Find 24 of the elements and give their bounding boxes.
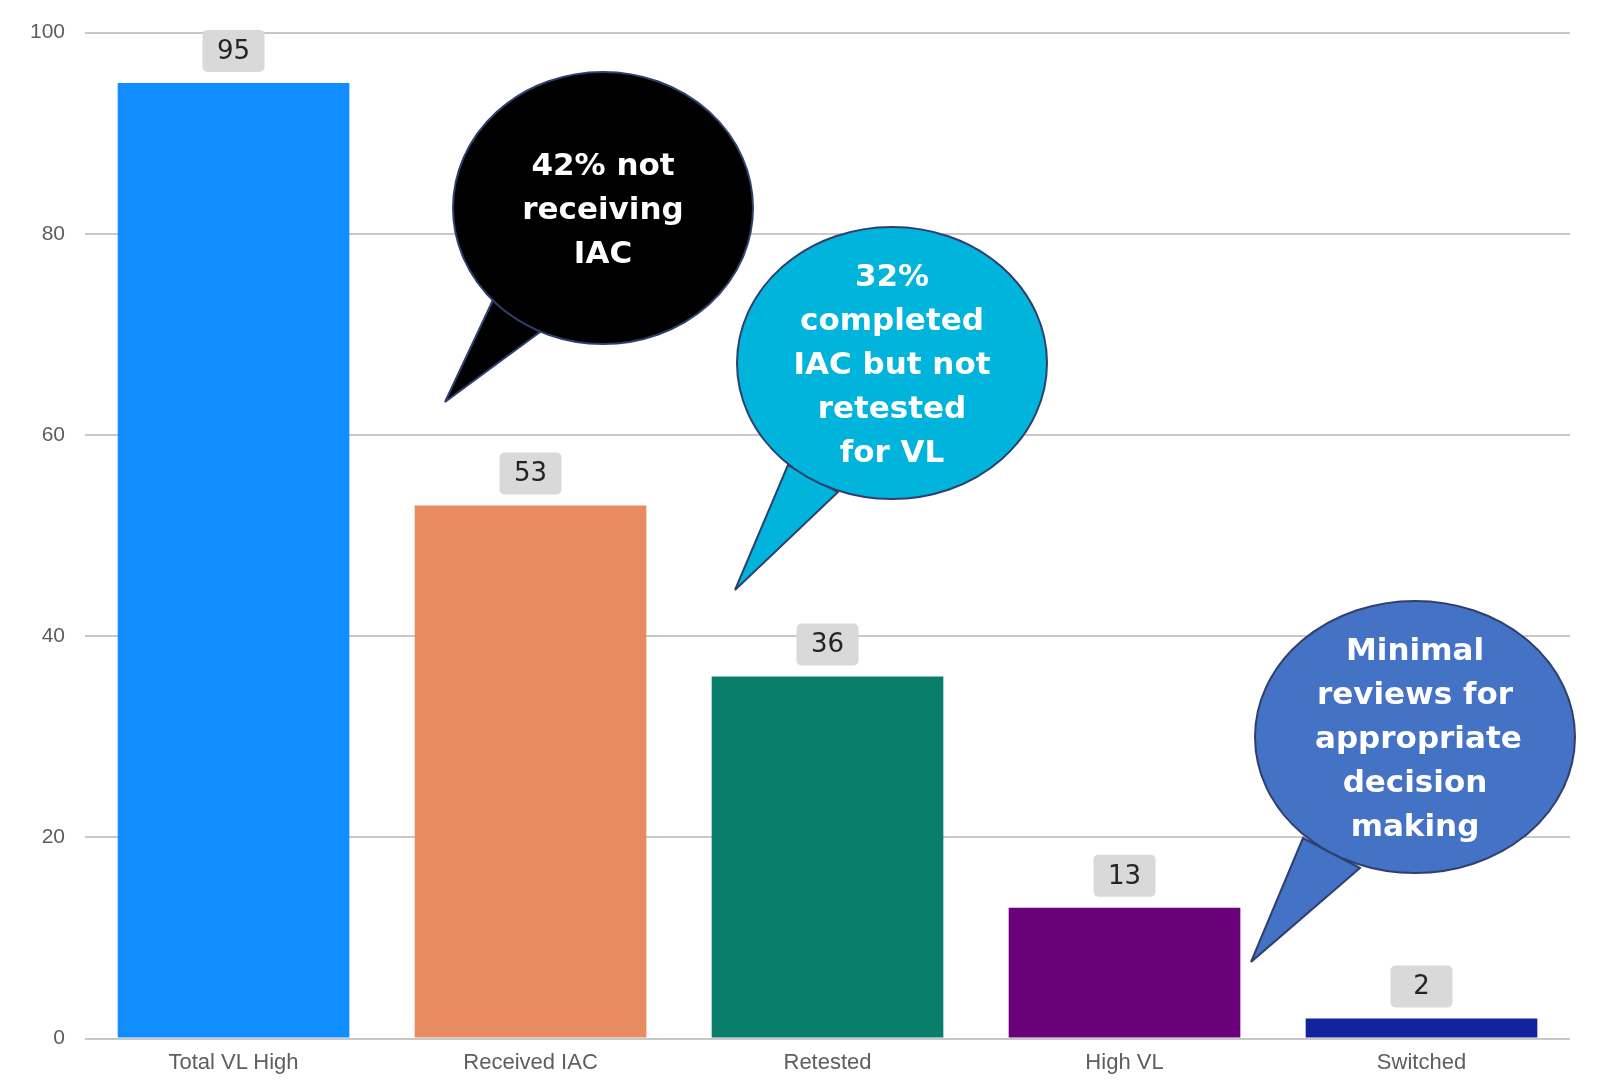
annotation: 42% not receiving IAC	[521, 145, 685, 272]
y-tick-label: 80	[41, 220, 66, 244]
bar	[414, 505, 647, 1038]
x-tick-label: Switched	[1376, 1048, 1467, 1074]
data-label: 53	[513, 457, 548, 488]
y-tick-label: 40	[41, 623, 66, 646]
data-label: 36	[810, 628, 845, 659]
bar	[1305, 1018, 1538, 1038]
bar	[1008, 907, 1241, 1038]
y-tick-label: 0	[53, 1025, 66, 1049]
data-label: 2	[1413, 970, 1430, 1001]
y-tick-label: 100	[29, 19, 66, 43]
annotation: 32% completed IAC but not retested for VL	[792, 256, 992, 471]
bar	[117, 82, 350, 1038]
x-tick-label: High VL	[1085, 1048, 1164, 1074]
data-label: 13	[1107, 859, 1142, 890]
annotation: Minimal reviews for appropriate decision making	[1315, 630, 1522, 845]
x-tick-label: Total VL High	[168, 1048, 299, 1074]
y-tick-label: 20	[41, 824, 66, 848]
x-tick-label: Retested	[783, 1048, 872, 1074]
bar	[711, 676, 944, 1038]
y-tick-label: 60	[41, 421, 66, 445]
data-label: 95	[216, 34, 251, 65]
x-tick-label: Received IAC	[463, 1048, 598, 1074]
